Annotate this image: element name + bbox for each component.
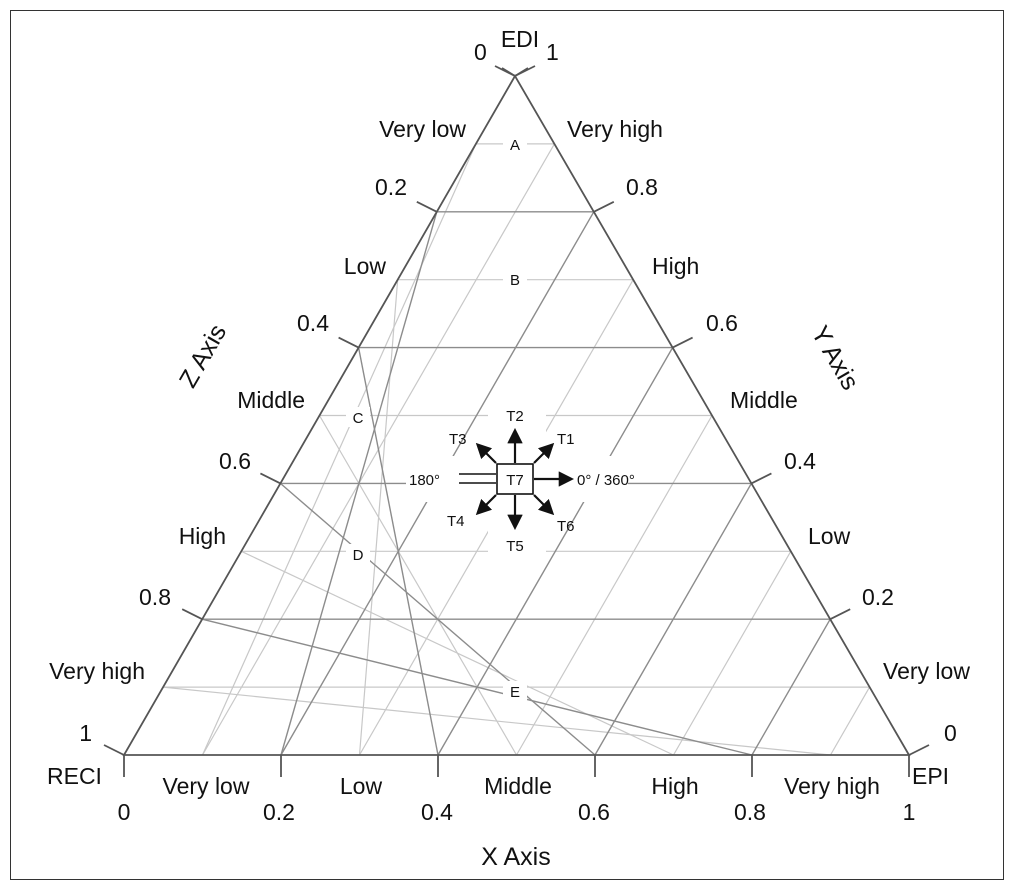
t7-label: T7 [506,472,524,489]
vertex-top-label: EDI [501,26,539,52]
x-tick-0.4: 0.4 [421,799,453,825]
gridline-diag-right [241,550,674,756]
z-level-very-low: Very low [379,116,466,142]
z-tick-0.2: 0.2 [375,174,407,200]
y-tick-mark [593,200,615,213]
angle-180-label: 180° [409,472,440,489]
z-tick-mark [416,200,438,213]
z-level-high: High [179,523,226,549]
y-tick-0.4: 0.4 [784,448,816,474]
zone-c-label: C [353,410,364,427]
gridline-diag-right [357,347,439,756]
arrow-t3 [475,442,497,464]
vertex-right-label: EPI [912,763,949,789]
x-tick-0.8: 0.8 [734,799,766,825]
zone-d-label: D [353,547,364,564]
angle-0-360-label: 0° / 360° [577,472,635,489]
z-tick-mark [338,336,360,349]
z-tick-mark [259,472,281,485]
z-tick-0.6: 0.6 [219,448,251,474]
t4-label: T4 [447,513,465,530]
x-level-middle: Middle [484,773,552,799]
x-level-low: Low [340,773,383,799]
z-level-low: Low [344,253,387,279]
y-level-low: Low [808,523,851,549]
z-tick-1: 1 [79,720,92,746]
zone-e-label: E [510,684,520,701]
t5-label: T5 [506,538,524,555]
x-tick-0: 0 [118,799,131,825]
zone-a-label: A [510,137,520,154]
zone-b-label: B [510,272,520,289]
y-tick-0.6: 0.6 [706,310,738,336]
z-tick-mark [103,744,125,756]
z-axis-title: Z Axis [174,320,232,393]
direction-indicator: T7 T2 T1 T3 T4 T5 T6 180° 0° / 360° [406,404,635,555]
major-gridlines [202,211,831,756]
x-axis-title: X Axis [481,843,550,871]
arrow-t4 [475,494,497,516]
y-tick-mark [829,608,851,621]
gridline-diag-right [163,686,831,756]
x-tick-0.2: 0.2 [263,799,295,825]
zone-labels: A B C D E [346,134,527,701]
y-level-high: High [652,253,699,279]
x-tick-1: 1 [903,799,916,825]
y-tick-0: 0 [944,720,957,746]
y-tick-mark [750,472,772,485]
z-tick-0.8: 0.8 [139,584,171,610]
top-tick-mark-right [514,67,529,77]
gridline-diag-left [751,618,831,756]
t6-label: T6 [557,518,575,535]
z-tick-0.4: 0.4 [297,310,329,336]
y-level-very-low: Very low [883,658,970,684]
y-tick-mark [908,744,930,756]
x-tick-0.6: 0.6 [578,799,610,825]
t1-label: T1 [557,431,575,448]
arrow-t1 [533,442,555,464]
axis-ticks [103,65,930,777]
x-level-high: High [651,773,698,799]
gridline-diag-right [318,415,518,756]
y-axis-title: Y Axis [806,321,865,395]
gridline-diag-left [672,551,792,756]
x-level-very-high: Very high [784,773,880,799]
y-tick-0.2: 0.2 [862,584,894,610]
t3-label: T3 [449,431,467,448]
triangle-outline [122,74,911,756]
x-level-very-low: Very low [163,773,250,799]
gridline-diag-left [515,415,713,756]
y-level-middle: Middle [730,387,798,413]
top-tick-mark-left [501,67,516,77]
arrow-t6 [533,494,555,516]
t7-box [496,463,534,495]
vertex-left-label: RECI [47,763,102,789]
triangle-border [122,74,911,756]
gridline-diag-right [202,618,753,756]
z-tick-top: 0 [474,39,487,65]
z-level-very-high: Very high [49,658,145,684]
y-tick-top: 1 [546,39,559,65]
t2-label: T2 [506,408,524,425]
z-level-middle: Middle [237,387,305,413]
y-tick-0.8: 0.8 [626,174,658,200]
y-tick-mark [672,336,694,349]
z-tick-mark [181,608,203,621]
y-level-very-high: Very high [567,116,663,142]
gridline-diag-left [829,686,871,756]
